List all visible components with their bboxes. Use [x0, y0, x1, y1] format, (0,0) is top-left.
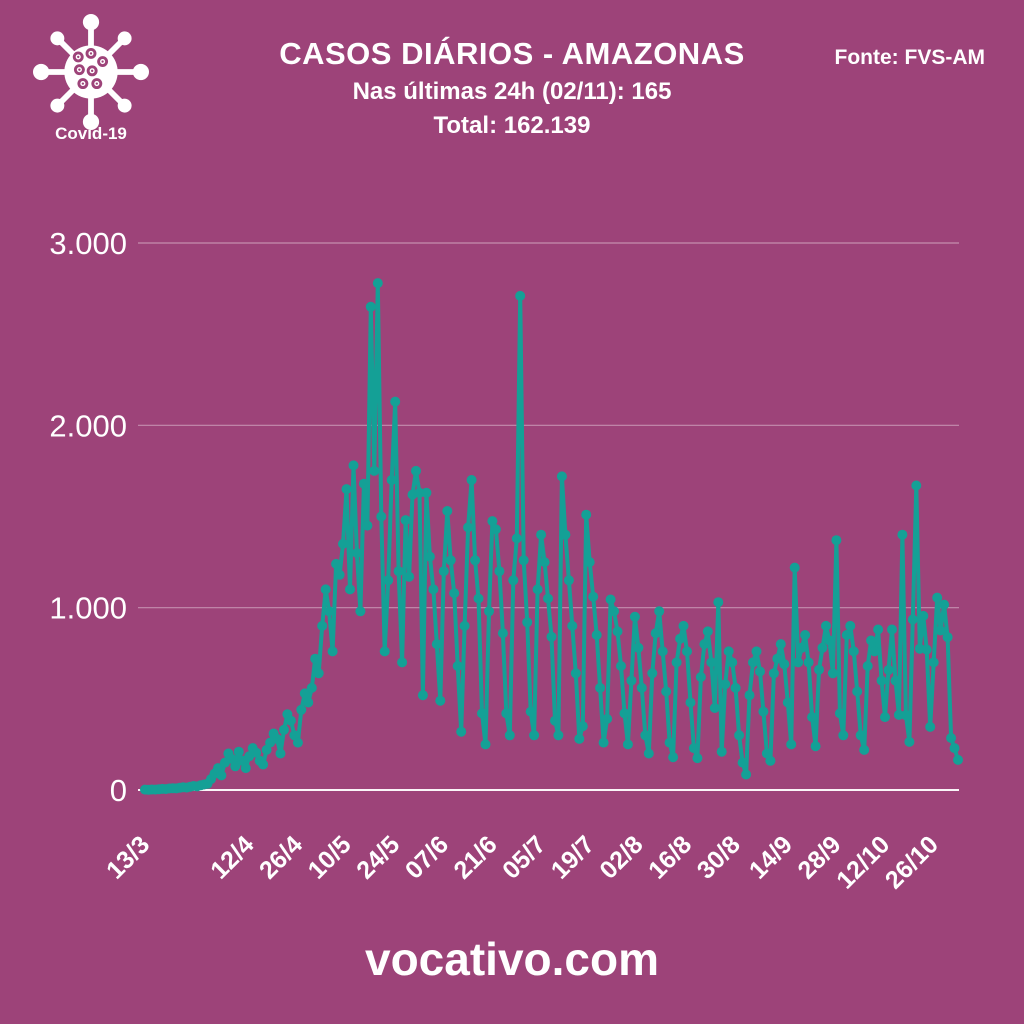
svg-text:0: 0 — [110, 773, 127, 808]
svg-text:13/3: 13/3 — [101, 830, 155, 884]
data-points — [140, 278, 963, 795]
footer-site-url: vocativo.com — [365, 933, 659, 985]
x-axis-labels: 13/3 12/426/410/524/507/621/605/719/702/8… — [101, 830, 944, 894]
svg-text:10/5: 10/5 — [303, 830, 357, 884]
svg-text:07/6: 07/6 — [400, 830, 454, 884]
svg-text:19/7: 19/7 — [546, 830, 600, 884]
chart-title: CASOS DIÁRIOS - AMAZONAS — [279, 36, 745, 71]
svg-text:21/6: 21/6 — [448, 830, 502, 884]
covid-badge: Covid-19 — [33, 14, 149, 144]
covid-virus-icon — [33, 14, 149, 130]
cases-series — [140, 278, 963, 795]
data-source-label: Fonte: FVS-AM — [834, 46, 985, 69]
virus-inner-dots — [72, 47, 109, 90]
svg-text:12/4: 12/4 — [205, 830, 259, 884]
svg-text:14/9: 14/9 — [744, 830, 798, 884]
svg-text:16/8: 16/8 — [643, 830, 697, 884]
svg-text:05/7: 05/7 — [497, 830, 551, 884]
svg-text:12/10: 12/10 — [831, 830, 895, 894]
svg-text:30/8: 30/8 — [692, 830, 746, 884]
chart-total-cases: Total: 162.139 — [433, 112, 591, 139]
svg-text:26/4: 26/4 — [254, 830, 308, 884]
chart-subtitle-last24h: Nas últimas 24h (02/11): 165 — [352, 78, 672, 105]
covid-badge-label: Covid-19 — [55, 124, 127, 143]
svg-text:2.000: 2.000 — [49, 408, 127, 443]
svg-text:26/10: 26/10 — [880, 830, 944, 894]
gridlines — [138, 242, 959, 791]
svg-text:3.000: 3.000 — [49, 226, 127, 261]
svg-text:1.000: 1.000 — [49, 591, 127, 626]
y-axis-labels: 0 1.000 2.000 3.000 — [49, 226, 127, 808]
svg-text:02/8: 02/8 — [594, 830, 648, 884]
svg-text:24/5: 24/5 — [351, 830, 405, 884]
